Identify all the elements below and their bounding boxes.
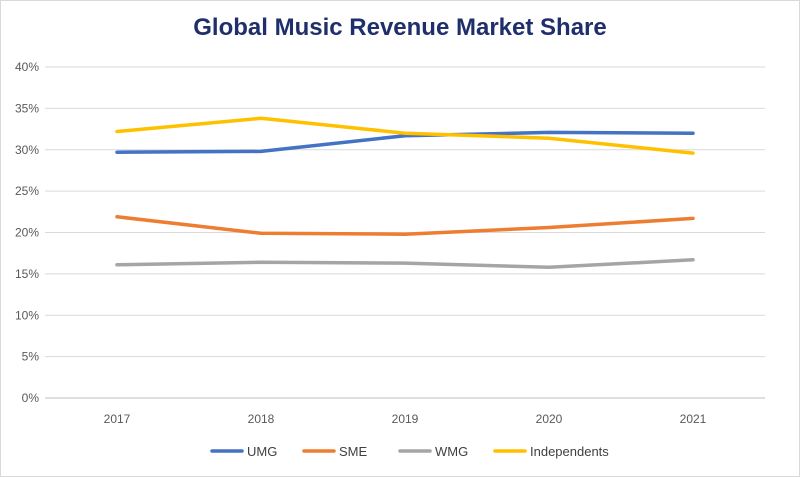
series-line-wmg	[115, 258, 695, 270]
chart-title: Global Music Revenue Market Share	[193, 14, 607, 41]
x-tick-label: 2018	[248, 412, 275, 426]
x-tick-label: 2020	[536, 412, 563, 426]
legend: UMG SME WMG Independents	[210, 444, 609, 459]
gridlines	[45, 66, 765, 399]
legend-label-umg: UMG	[247, 444, 277, 459]
x-tick-label: 2017	[104, 412, 131, 426]
series-line-umg	[115, 130, 695, 154]
y-tick-label: 40%	[15, 60, 39, 74]
y-tick-label: 15%	[15, 267, 39, 281]
x-tick-label: 2019	[392, 412, 419, 426]
x-axis-ticks: 2017 2018 2019 2020 2021	[104, 412, 707, 426]
legend-label-wmg: WMG	[435, 444, 468, 459]
y-tick-label: 0%	[22, 391, 40, 405]
x-tick-label: 2021	[680, 412, 707, 426]
y-tick-label: 10%	[15, 308, 39, 322]
y-axis-ticks: 0% 5% 10% 15% 20% 25% 30% 35% 40%	[15, 60, 39, 405]
legend-label-independents: Independents	[530, 444, 609, 459]
y-tick-label: 20%	[15, 226, 39, 240]
y-tick-label: 5%	[22, 350, 40, 364]
legend-label-sme: SME	[339, 444, 368, 459]
series-lines	[115, 116, 695, 270]
y-tick-label: 25%	[15, 184, 39, 198]
y-tick-label: 35%	[15, 101, 39, 115]
series-line-sme	[115, 215, 695, 236]
y-tick-label: 30%	[15, 143, 39, 157]
